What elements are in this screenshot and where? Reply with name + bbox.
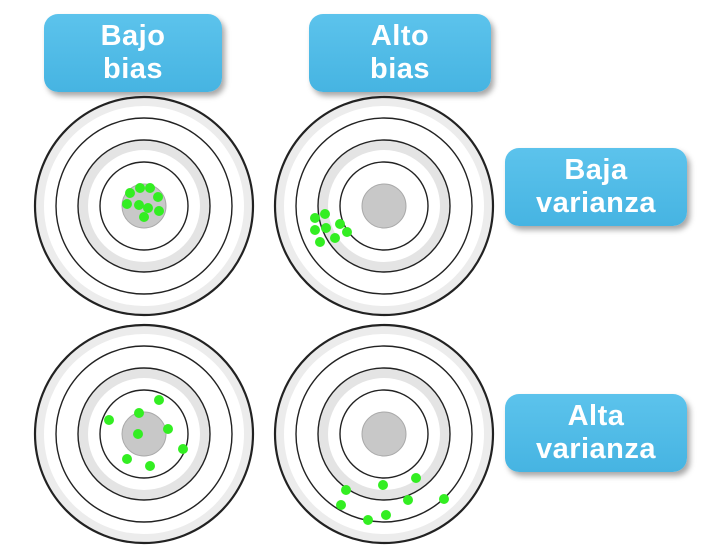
hit-point — [143, 203, 153, 213]
hit-point — [153, 192, 163, 202]
hit-point — [378, 480, 388, 490]
label-high-bias: Alto bias — [309, 14, 491, 92]
hit-point — [125, 188, 135, 198]
bullseye — [361, 183, 407, 229]
hit-point — [178, 444, 188, 454]
bullseye — [121, 411, 167, 457]
label-low-variance: Baja varianza — [505, 148, 687, 226]
hit-point — [411, 473, 421, 483]
hit-point — [154, 206, 164, 216]
hit-point — [134, 408, 144, 418]
hit-point — [163, 424, 173, 434]
bullseye — [361, 411, 407, 457]
hit-point — [154, 395, 164, 405]
hit-point — [134, 200, 144, 210]
hit-point — [381, 510, 391, 520]
label-high-variance-line-1: Alta — [567, 400, 625, 432]
target-high-bias-high-variance — [273, 323, 495, 545]
target-low-bias-high-variance — [33, 323, 255, 545]
hit-point — [403, 495, 413, 505]
hit-point — [122, 199, 132, 209]
hit-point — [310, 225, 320, 235]
hit-point — [363, 515, 373, 525]
hit-point — [104, 415, 114, 425]
hit-point — [135, 183, 145, 193]
label-low-variance-line-2: varianza — [535, 187, 657, 219]
label-low-variance-line-1: Baja — [564, 154, 628, 186]
hit-point — [310, 213, 320, 223]
label-high-variance-line-2: varianza — [535, 433, 657, 465]
hit-point — [320, 209, 330, 219]
label-low-bias-line-2: bias — [102, 53, 164, 85]
hit-point — [145, 461, 155, 471]
label-low-bias: Bajo bias — [44, 14, 222, 92]
hit-point — [336, 500, 346, 510]
label-low-bias-line-1: Bajo — [100, 20, 166, 52]
label-high-variance: Alta varianza — [505, 394, 687, 472]
hit-point — [133, 429, 143, 439]
hit-point — [341, 485, 351, 495]
hit-point — [139, 212, 149, 222]
label-high-bias-line-1: Alto — [370, 20, 430, 52]
hit-point — [330, 233, 340, 243]
hit-point — [439, 494, 449, 504]
target-low-bias-low-variance — [33, 95, 255, 317]
hit-point — [315, 237, 325, 247]
hit-point — [335, 219, 345, 229]
hit-point — [321, 223, 331, 233]
hit-point — [122, 454, 132, 464]
label-high-bias-line-2: bias — [369, 53, 431, 85]
target-high-bias-low-variance — [273, 95, 495, 317]
hit-point — [342, 227, 352, 237]
hit-point — [145, 183, 155, 193]
